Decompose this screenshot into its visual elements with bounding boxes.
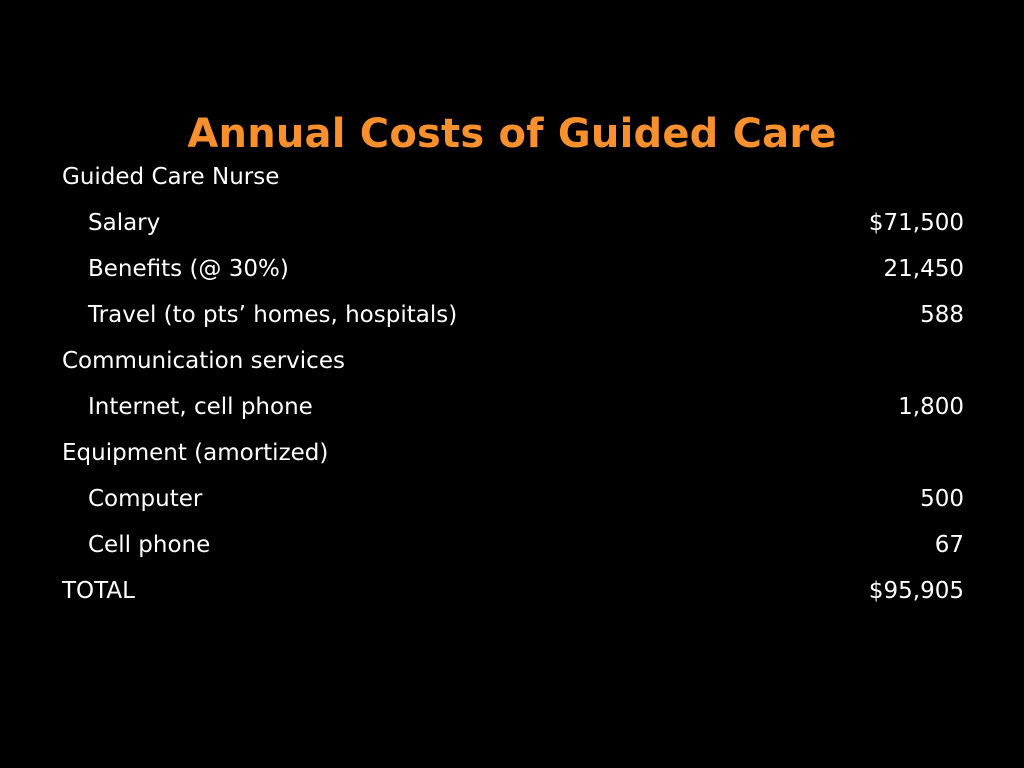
row-label: Equipment (amortized) xyxy=(62,440,329,466)
row-label: Travel (to pts’ homes, hospitals) xyxy=(88,302,458,328)
cost-row-computer: Computer 500 xyxy=(62,483,964,515)
row-label: Communication services xyxy=(62,348,345,374)
total-label: TOTAL xyxy=(62,578,135,604)
cost-row-salary: Salary $71,500 xyxy=(62,207,964,239)
total-row: TOTAL $95,905 xyxy=(62,575,964,607)
row-label: Cell phone xyxy=(88,532,211,558)
section-row-equipment: Equipment (amortized) xyxy=(62,437,964,469)
row-value: 21,450 xyxy=(883,256,964,282)
cost-row-internet-cell-phone: Internet, cell phone 1,800 xyxy=(62,391,964,423)
row-label: Benefits (@ 30%) xyxy=(88,256,289,282)
row-label: Computer xyxy=(88,486,203,512)
row-value: 1,800 xyxy=(898,394,964,420)
row-value: 588 xyxy=(920,302,964,328)
row-label: Salary xyxy=(88,210,161,236)
section-row-guided-care-nurse: Guided Care Nurse xyxy=(62,161,964,193)
cost-row-cell-phone: Cell phone 67 xyxy=(62,529,964,561)
row-value: 67 xyxy=(934,532,964,558)
row-label: Internet, cell phone xyxy=(88,394,313,420)
section-row-communication-services: Communication services xyxy=(62,345,964,377)
row-value: $71,500 xyxy=(868,210,964,236)
slide-title: Annual Costs of Guided Care xyxy=(187,111,837,157)
total-value: $95,905 xyxy=(868,578,964,604)
row-label: Guided Care Nurse xyxy=(62,164,280,190)
cost-row-benefits: Benefits (@ 30%) 21,450 xyxy=(62,253,964,285)
row-value: 500 xyxy=(920,486,964,512)
cost-row-travel: Travel (to pts’ homes, hospitals) 588 xyxy=(62,299,964,331)
